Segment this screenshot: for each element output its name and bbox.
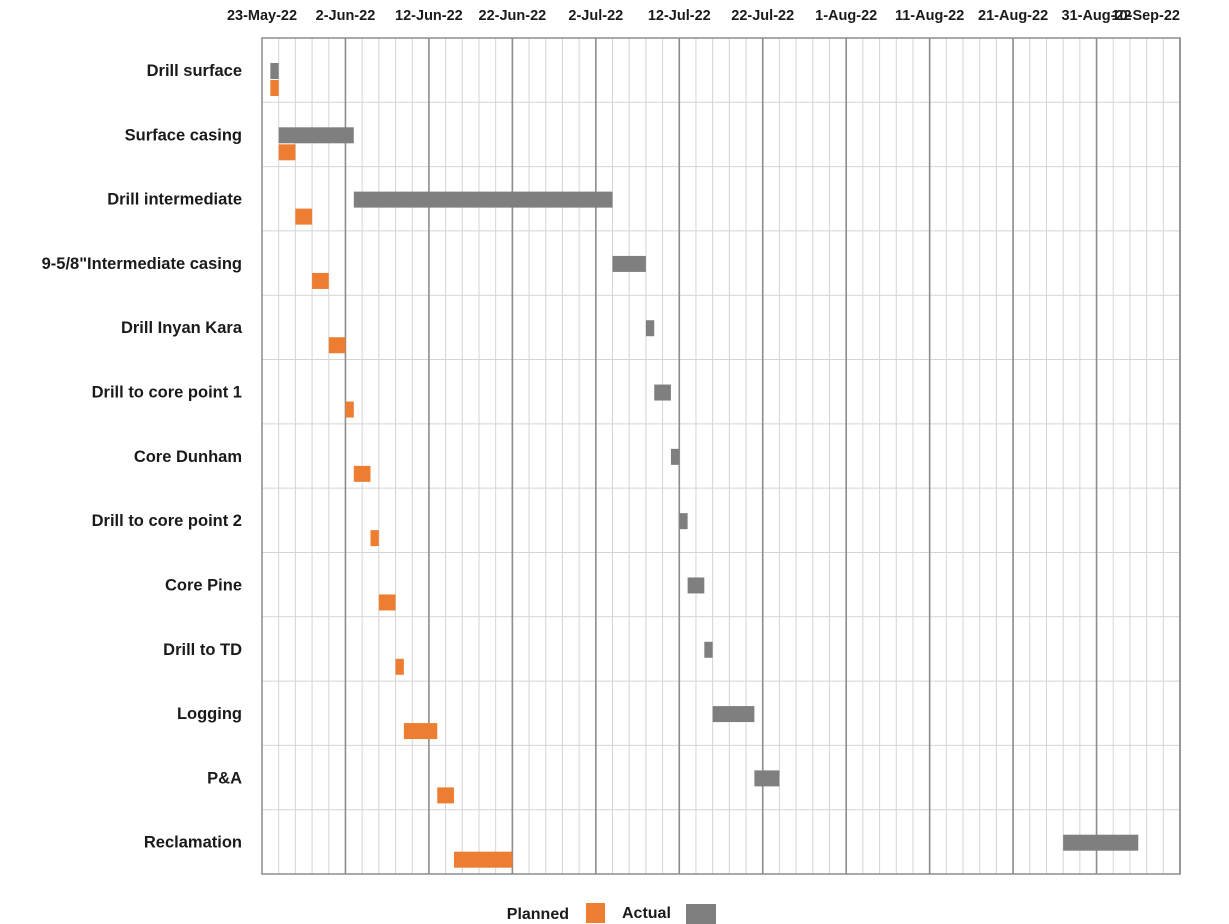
minor-gridlines: [262, 38, 1180, 874]
date-tick-label: 11-Aug-22: [895, 8, 964, 24]
major-gridlines: [344, 38, 1181, 874]
task-label: Core Dunham: [134, 448, 242, 466]
date-tick-label: 2-Jun-22: [316, 8, 376, 24]
date-tick-label: 22-Jun-22: [479, 8, 547, 24]
task-label: Surface casing: [125, 126, 242, 144]
date-tick-label: 23-May-22: [227, 8, 297, 24]
bar-actual: [612, 255, 646, 272]
bar-actual: [670, 448, 680, 465]
task-label: Drill to TD: [163, 641, 242, 659]
date-tick-label: 21-Aug-22: [978, 8, 1048, 24]
bar-planned: [353, 465, 371, 482]
bar-planned: [345, 401, 354, 418]
legend-label-planned: Planned: [507, 906, 569, 923]
task-label: Reclamation: [144, 834, 242, 852]
bar-actual: [270, 63, 279, 79]
bar-actual: [754, 770, 780, 787]
bar-planned: [453, 851, 513, 868]
plot-frame: [261, 37, 1181, 875]
bar-planned: [437, 787, 454, 804]
legend-swatch-actual: [686, 904, 716, 924]
bar-planned: [370, 530, 379, 547]
task-labels: Drill surface Surface casing Drill interme…: [42, 62, 243, 852]
task-label: Drill to core point 2: [92, 512, 242, 530]
legend: Planned Actual: [507, 903, 716, 924]
bar-actual: [645, 320, 655, 337]
date-tick-label: 22-Jul-22: [731, 8, 794, 24]
task-label: Core Pine: [165, 576, 242, 594]
task-label: Drill surface: [147, 62, 242, 80]
date-tick-label: 12-Jun-22: [395, 8, 463, 24]
date-tick-label: 1-Aug-22: [815, 8, 877, 24]
date-axis: 23-May-22 2-Jun-22 12-Jun-22 22-Jun-22 2-Jul…: [227, 8, 1180, 24]
bar-planned: [295, 208, 313, 225]
bar-actual: [704, 641, 713, 658]
bar-actual: [654, 384, 671, 401]
bar-planned: [378, 594, 396, 611]
date-tick-label: 31-Aug-22: [1061, 8, 1131, 24]
task-label: P&A: [207, 769, 242, 787]
task-label: 9-5/8"Intermediate casing: [42, 255, 242, 273]
bar-actual: [1063, 834, 1139, 851]
date-tick-label: 10-Sep-22: [1111, 8, 1180, 24]
bar-actual: [353, 191, 613, 208]
bar-actual: [687, 577, 705, 594]
task-label: Drill Inyan Kara: [121, 319, 243, 337]
bar-planned: [278, 144, 296, 161]
task-label: Logging: [177, 705, 242, 723]
bar-planned: [328, 337, 346, 354]
bar-planned: [395, 658, 404, 675]
bar-actual: [679, 513, 688, 530]
date-tick-label: 12-Jul-22: [648, 8, 711, 24]
bar-planned: [312, 272, 329, 289]
bar-planned: [270, 80, 279, 96]
task-label: Drill intermediate: [107, 191, 242, 209]
legend-swatch-planned: [586, 903, 605, 923]
bar-planned: [403, 723, 438, 740]
legend-label-actual: Actual: [622, 905, 671, 922]
task-bars: [270, 63, 1139, 868]
task-label: Drill to core point 1: [92, 384, 242, 402]
bar-actual: [712, 706, 755, 723]
date-tick-label: 2-Jul-22: [568, 8, 623, 24]
bar-actual: [278, 127, 354, 144]
